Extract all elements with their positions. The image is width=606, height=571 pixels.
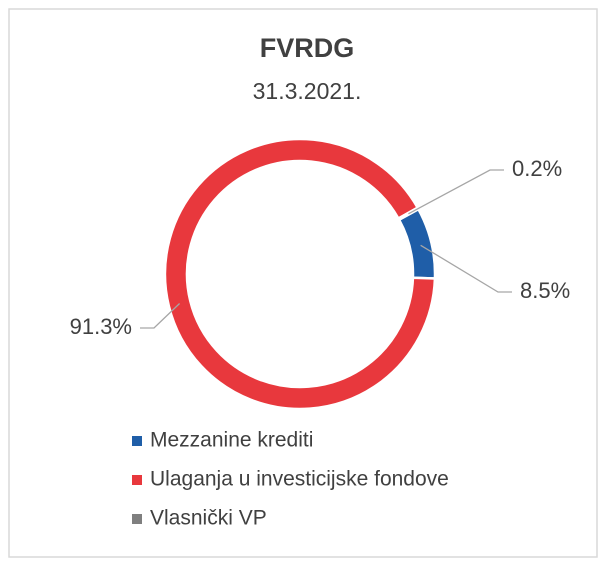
chart-frame [8,8,598,558]
legend-swatch [132,436,142,446]
legend-swatch [132,475,142,485]
donut-slice [163,137,437,411]
data-label: 0.2% [512,156,562,181]
legend-label: Vlasnički VP [150,507,267,530]
legend-swatch [132,514,142,524]
leader-line [420,244,512,293]
chart-title: FVRDG [260,33,355,63]
leader-line [408,169,504,215]
data-label: 8.5% [520,278,570,303]
chart-subtitle: 31.3.2021. [253,78,362,104]
legend-label: Mezzanine krediti [150,429,313,452]
leader-line [140,303,181,329]
data-label: 91.3% [70,314,132,339]
legend-label: Ulaganja u investicijske fondove [150,468,449,491]
